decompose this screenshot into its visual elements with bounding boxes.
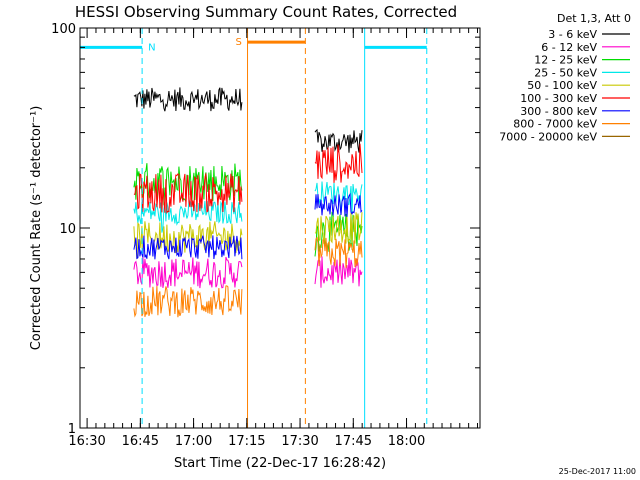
legend-entry-label: 25 - 50 keV xyxy=(534,66,597,79)
series-trace xyxy=(133,235,243,260)
series-trace xyxy=(133,173,243,215)
x-axis: 16:30 16:45 17:00 17:15 17:30 17:45 18:00 xyxy=(68,28,479,449)
legend-entry-label: 800 - 7000 keV xyxy=(513,118,597,131)
x-tick-label: 17:15 xyxy=(228,434,265,449)
x-tick-label: 18:00 xyxy=(388,434,425,449)
plot-frame xyxy=(79,27,481,429)
series-trace xyxy=(314,212,363,244)
series-trace xyxy=(314,143,363,183)
series-trace xyxy=(133,87,243,112)
y-tick-label: 1 xyxy=(68,422,76,437)
y-tick-label: 10 xyxy=(59,222,76,237)
legend-entry-label: 3 - 6 keV xyxy=(548,28,597,41)
legend-entry-label: 300 - 800 keV xyxy=(520,105,597,118)
series-trace xyxy=(314,236,363,269)
x-tick-label: 17:45 xyxy=(335,434,372,449)
series-trace xyxy=(314,192,363,217)
x-axis-label: Start Time (22-Dec-17 16:28:42) xyxy=(174,456,386,471)
y-axis-label: Corrected Count Rate (s⁻¹ detector⁻¹) xyxy=(29,106,44,351)
series-trace xyxy=(314,181,363,215)
legend-title: Det 1,3, Att 0 xyxy=(557,12,631,25)
legend-entry-label: 50 - 100 keV xyxy=(527,79,597,92)
legend-entry-label: 12 - 25 keV xyxy=(534,54,597,67)
marker-label: N xyxy=(148,42,155,53)
y-axis: 1 10 100 xyxy=(51,22,480,437)
chart-title: HESSI Observing Summary Count Rates, Cor… xyxy=(75,3,457,21)
x-tick-label: 17:30 xyxy=(281,434,318,449)
series-trace xyxy=(314,256,363,288)
legend-entry-label: 6 - 12 keV xyxy=(541,41,597,54)
marker-label: S xyxy=(236,37,242,48)
x-tick-label: 17:00 xyxy=(175,434,212,449)
y-tick-label: 100 xyxy=(51,22,76,37)
series-trace xyxy=(133,256,243,289)
x-tick-label: 16:30 xyxy=(68,434,105,449)
legend-entry-label: 100 - 300 keV xyxy=(520,92,597,105)
legend-entry-label: 7000 - 20000 keV xyxy=(499,130,597,143)
series-trace xyxy=(133,200,243,233)
timestamp: 25-Dec-2017 11:00 xyxy=(559,467,636,476)
series-layer xyxy=(133,87,363,318)
x-tick-label: 16:45 xyxy=(122,434,159,449)
series-trace xyxy=(133,285,243,318)
